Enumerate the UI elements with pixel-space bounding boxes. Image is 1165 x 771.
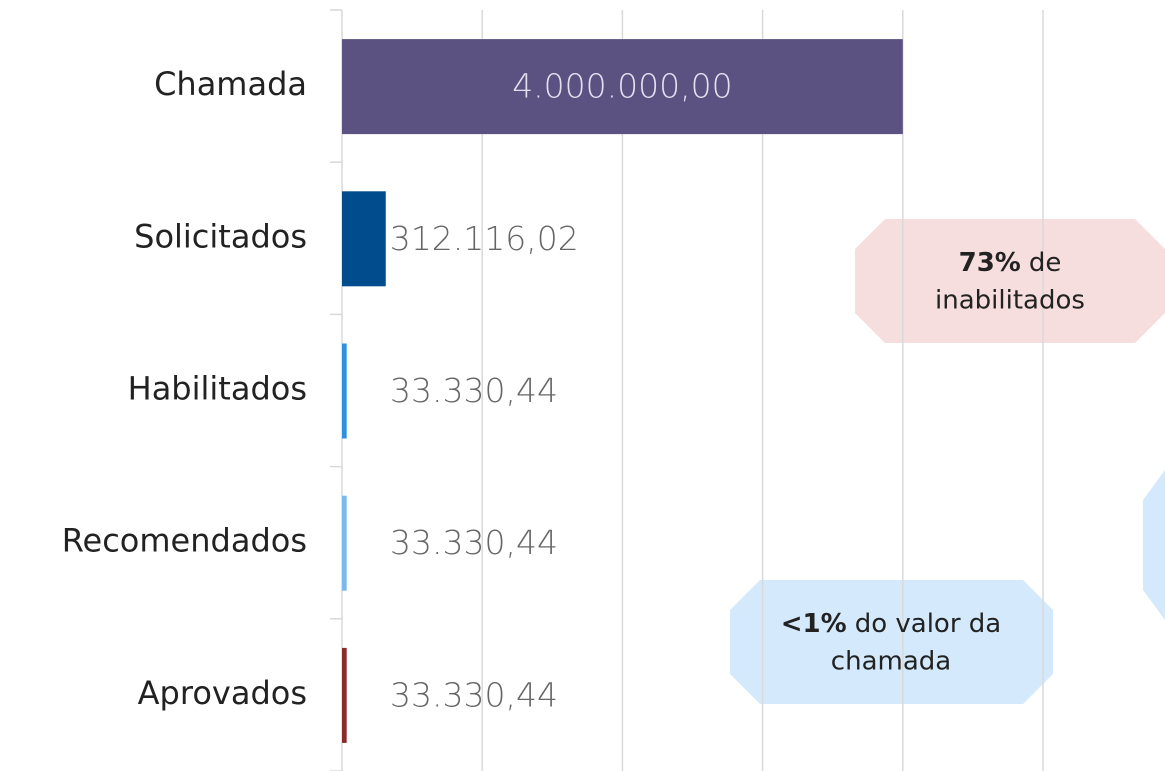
annotation-bold: 73% — [959, 248, 1021, 278]
bar — [342, 191, 386, 287]
value-label: 33.330,44 — [390, 675, 558, 714]
annotation-box — [855, 219, 1165, 343]
annotation: 73% de — [959, 248, 1062, 278]
annotation: chamada — [831, 647, 951, 677]
annotation-text: do valor da — [855, 609, 1002, 639]
category-label: Aprovados — [138, 674, 307, 712]
annotation: <1% do valor da — [781, 609, 1001, 639]
annotation-bold: <1% — [781, 609, 847, 639]
value-label: 4.000.000,00 — [512, 67, 732, 106]
category-label: Habilitados — [128, 370, 307, 408]
bar — [342, 647, 347, 743]
bar — [342, 343, 347, 439]
value-label: 312.116,02 — [390, 219, 579, 258]
category-label: Solicitados — [134, 217, 307, 255]
value-label: 33.330,44 — [390, 371, 558, 410]
category-label: Recomendados — [62, 522, 307, 560]
annotation-text: de — [1029, 248, 1062, 278]
bar — [342, 39, 903, 135]
annotation: inabilitados — [935, 286, 1085, 316]
annotation-box — [1143, 470, 1165, 620]
value-label: 33.330,44 — [390, 523, 558, 562]
category-label: Chamada — [154, 65, 307, 103]
annotation-box — [730, 580, 1053, 704]
bar — [342, 495, 347, 591]
